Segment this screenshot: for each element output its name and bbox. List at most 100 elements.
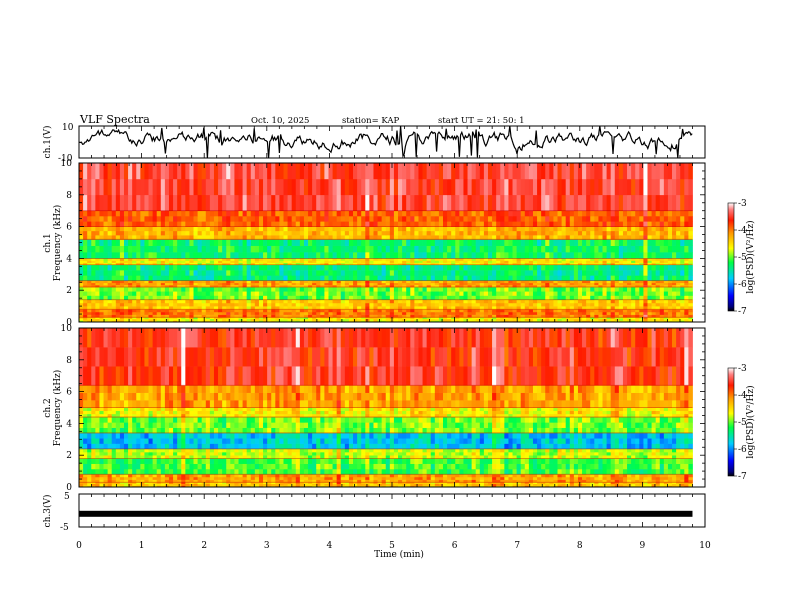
spectrogram-cell xyxy=(639,299,644,304)
spectrogram-cell xyxy=(430,178,436,196)
spectrogram-cell xyxy=(512,311,518,315)
spectrogram-cell xyxy=(569,314,575,318)
spectrogram-cell xyxy=(622,320,628,323)
spectrogram-cell xyxy=(287,311,293,315)
spectrogram-cell xyxy=(447,291,452,296)
spectrogram-cell xyxy=(348,178,354,196)
spectrogram-cell xyxy=(622,275,628,281)
spectrogram-cell xyxy=(512,284,518,288)
spectrogram-cell xyxy=(283,245,288,253)
spectrogram-cell xyxy=(258,302,264,307)
spectrogram-cell xyxy=(418,221,423,227)
spectrogram-cell xyxy=(316,230,321,236)
spectrogram-cell xyxy=(197,291,203,296)
spectrogram-cell xyxy=(324,306,329,310)
spectrogram-cell xyxy=(344,284,350,288)
spectrogram-cell xyxy=(663,221,669,227)
spectrogram-cell xyxy=(447,280,452,284)
spectrogram-cell xyxy=(557,309,563,313)
spectrogram-cell xyxy=(528,194,534,211)
spectrogram-cell xyxy=(672,239,677,246)
spectrogram-cell xyxy=(508,230,513,236)
spectrogram-cell xyxy=(103,235,109,240)
spectrogram-cell xyxy=(189,258,194,261)
spectrogram-cell xyxy=(463,287,468,292)
spectrogram-cell xyxy=(348,270,354,276)
spectrogram-cell xyxy=(442,264,448,271)
spectrogram-cell xyxy=(467,260,473,263)
spectrogram-cell xyxy=(471,239,477,246)
spectrogram-cell xyxy=(193,317,199,320)
spectrogram-cell xyxy=(377,311,383,315)
spectrogram-cell xyxy=(177,317,182,320)
spectrogram-cell xyxy=(164,318,170,321)
spectrogram-cell xyxy=(303,258,309,261)
spectrogram-cell xyxy=(115,309,121,313)
spectrogram-cell xyxy=(553,309,558,313)
spectrogram-cell xyxy=(553,264,558,271)
spectrogram-cell xyxy=(103,216,109,222)
spectrogram-cell xyxy=(418,309,423,313)
spectrogram-cell xyxy=(676,295,681,301)
spectrogram-cell xyxy=(189,311,194,315)
spectrogram-cell xyxy=(561,320,567,323)
spectrogram-cell xyxy=(312,258,317,261)
spectrogram-cell xyxy=(164,282,170,286)
spectrogram-cell xyxy=(418,210,423,217)
spectrogram-cell xyxy=(209,309,215,313)
spectrogram-cell xyxy=(389,311,395,315)
spectrogram-cell xyxy=(577,252,583,259)
spectrogram-cell xyxy=(107,318,113,321)
spectrogram-cell xyxy=(434,178,440,196)
spectrogram-cell xyxy=(189,239,194,246)
spectrogram-cell xyxy=(602,178,607,196)
spectrogram-cell xyxy=(406,252,411,259)
spectrogram-cell xyxy=(667,239,673,246)
spectrogram-cell xyxy=(479,264,485,271)
spectrogram-cell xyxy=(115,314,121,318)
spectrogram-cell xyxy=(332,302,338,307)
spectrogram-cell xyxy=(651,258,657,261)
spectrogram-cell xyxy=(389,210,395,217)
spectrogram-cell xyxy=(393,178,399,196)
spectrogram-cell xyxy=(246,260,252,263)
spectrogram-cell xyxy=(193,252,199,259)
spectrogram-cell xyxy=(213,287,219,292)
spectrogram-cell xyxy=(684,260,689,263)
spectrogram-cell xyxy=(316,216,321,222)
spectrogram-cell xyxy=(463,275,468,281)
spectrogram-cell xyxy=(659,262,665,266)
spectrogram-cell xyxy=(218,262,223,266)
spectrogram-cell xyxy=(398,221,403,227)
spectrogram-cell xyxy=(659,282,665,286)
spectrogram-cell xyxy=(545,287,550,292)
spectrogram-cell xyxy=(524,210,530,217)
spectrogram-cell xyxy=(324,291,329,296)
spectrogram-cell xyxy=(144,260,149,263)
spectrogram-cell xyxy=(426,295,432,301)
spectrogram-cell xyxy=(275,245,280,253)
spectrogram-cell xyxy=(594,270,599,276)
spectrogram-cell xyxy=(381,270,387,276)
spectrogram-cell xyxy=(561,226,567,232)
spectrogram-cell xyxy=(115,226,121,232)
spectrogram-cell xyxy=(177,306,182,310)
spectrogram-cell xyxy=(201,295,207,301)
spectrogram-cell xyxy=(631,270,636,276)
spectrogram-cell xyxy=(438,275,444,281)
spectrogram-cell xyxy=(263,216,268,222)
spectrogram-cell xyxy=(136,318,141,321)
spectrogram-cell xyxy=(475,270,481,276)
spectrogram-cell xyxy=(123,235,129,240)
spectrogram-cell xyxy=(492,178,497,196)
spectrogram-cell xyxy=(377,270,383,276)
spectrogram-cell xyxy=(676,210,681,217)
spectrogram-cell xyxy=(438,280,444,284)
spectrogram-cell xyxy=(631,302,636,307)
spectrogram-cell xyxy=(132,311,137,315)
spectrogram-cell xyxy=(193,314,199,318)
spectrogram-cell xyxy=(373,317,378,320)
spectrogram-cell xyxy=(218,178,223,196)
spectrogram-cell xyxy=(185,239,190,246)
spectrogram-cell xyxy=(95,226,100,232)
